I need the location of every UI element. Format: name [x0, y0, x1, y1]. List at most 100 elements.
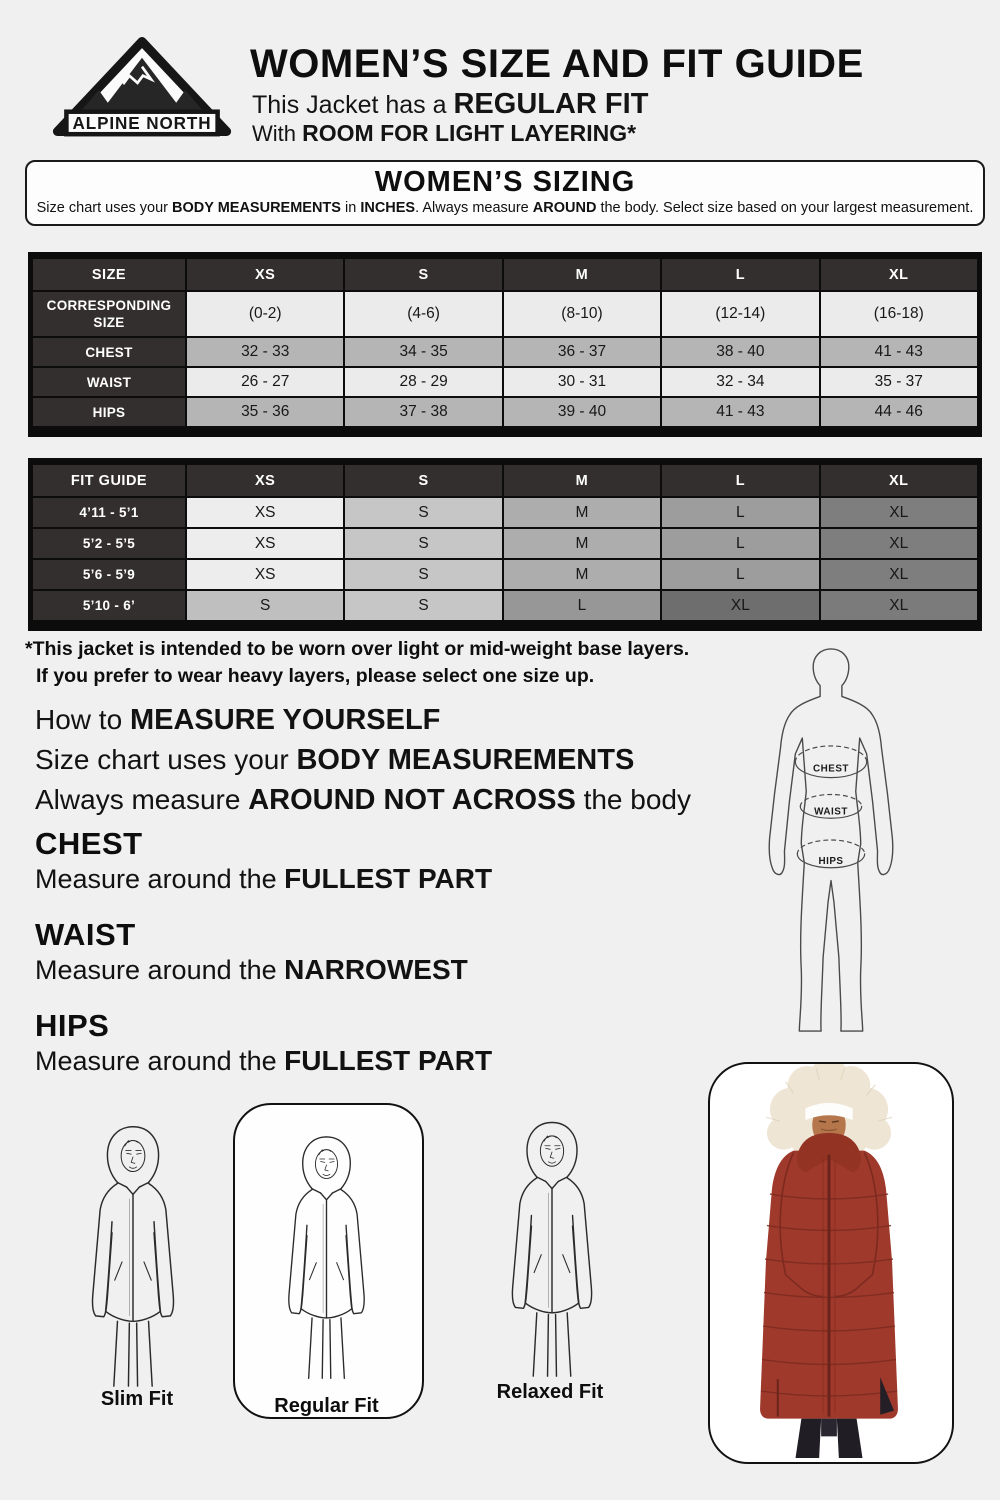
size-table-cell: 35 - 37 — [818, 366, 980, 398]
text-segment: . Always measure — [415, 200, 533, 216]
text-segment: MEASURE YOURSELF — [129, 704, 441, 736]
fit-table-header-cell: FIT GUIDE — [31, 463, 187, 498]
size-table-row: WAIST 26 - 27 28 - 29 30 - 31 32 - 34 35 - 37 — [31, 366, 980, 398]
fit-table-cell: S — [343, 496, 504, 529]
size-table-row: CORRESPONDING SIZE (0-2) (4-6) (8-10) (12-14… — [31, 290, 980, 338]
measure-line-2: Size chart uses your BODY MEASUREMENTS — [35, 740, 691, 780]
fit-table-row: 5’6 - 5’9 XS S M L XL — [31, 558, 980, 591]
size-table-cell: 39 - 40 — [501, 396, 663, 428]
fit-table-cell: XS — [184, 558, 346, 591]
size-table-cell: 34 - 35 — [343, 336, 504, 368]
note-line-2: If you prefer to wear heavy layers, plea… — [36, 665, 595, 687]
text-segment: Measure around the — [35, 864, 285, 894]
text-segment: Measure around the — [35, 955, 285, 985]
text-segment: How to — [35, 704, 130, 735]
size-table-row-label: CHEST — [31, 336, 187, 368]
text-segment: With — [252, 121, 303, 146]
measure-line-1: How to MEASURE YOURSELF — [35, 700, 691, 740]
fit-table-cell: M — [501, 527, 663, 560]
size-table-row: HIPS 35 - 36 37 - 38 39 - 40 41 - 43 44 - 46 — [31, 396, 980, 428]
measure-section-title: HIPS — [35, 1008, 110, 1043]
layering-subtitle: With ROOM FOR LIGHT LAYERING* — [252, 120, 636, 147]
fit-table-row-label: 5’10 - 6’ — [31, 589, 187, 622]
fit-subtitle: This Jacket has a REGULAR FIT — [252, 88, 648, 121]
fit-table-header-cell: L — [660, 463, 821, 498]
size-table-cell: 44 - 46 — [818, 396, 980, 428]
text-segment: BODY MEASUREMENTS — [172, 200, 341, 216]
diagram-hips-label: HIPS — [818, 856, 843, 867]
woman-in-red-puffer-coat-photo — [760, 1064, 898, 1458]
size-table-header-cell: XS — [184, 257, 346, 292]
size-table-cell: 36 - 37 — [501, 336, 663, 368]
measure-section-text: Measure around the NARROWEST — [35, 953, 492, 987]
text-segment: NARROWEST — [284, 954, 468, 985]
size-table-cell: 32 - 33 — [184, 336, 346, 368]
fit-table-cell: XS — [184, 527, 346, 560]
fit-table-cell: XS — [184, 496, 346, 529]
measure-section-title: WAIST — [35, 917, 136, 952]
alpine-north-logo-icon: ALPINE NORTH — [52, 37, 232, 137]
text-segment: FULLEST PART — [284, 863, 493, 894]
fit-table-cell: S — [184, 589, 346, 622]
slim-fit-figure-icon — [64, 1114, 202, 1388]
fit-table-header-cell: XS — [184, 463, 346, 498]
fit-table-row: 5’10 - 6’ S S L XL XL — [31, 589, 980, 622]
text-segment: Always measure — [35, 784, 249, 815]
fit-table-cell: M — [501, 558, 663, 591]
fit-table-row: 4’11 - 5’1 XS S M L XL — [31, 496, 980, 529]
fit-table-cell: XL — [660, 589, 821, 622]
measure-section-hips: HIPS Measure around the FULLEST PART — [35, 1008, 492, 1078]
size-table-row: CHEST 32 - 33 34 - 35 36 - 37 38 - 40 41 - 43 — [31, 336, 980, 368]
fit-table-cell: S — [343, 527, 504, 560]
size-table-cell: 26 - 27 — [184, 366, 346, 398]
size-table-cell: 28 - 29 — [343, 366, 504, 398]
height-fit-guide-table: FIT GUIDE XS S M L XL 4’11 - 5’1 XS S M L XL 5’2 - 5… — [28, 458, 982, 631]
page-title: WOMEN’S SIZE AND FIT GUIDE — [250, 42, 864, 86]
fit-table-row-label: 4’11 - 5’1 — [31, 496, 187, 529]
size-table-cell: (8-10) — [501, 290, 663, 338]
measure-section-waist: WAIST Measure around the NARROWEST — [35, 917, 492, 987]
measure-section-text: Measure around the FULLEST PART — [35, 862, 492, 896]
layering-note: *This jacket is intended to be worn over… — [25, 636, 689, 690]
text-segment: REGULAR FIT — [453, 88, 649, 120]
size-table-cell: (0-2) — [184, 290, 346, 338]
womens-sizing-title: WOMEN’S SIZING — [374, 166, 636, 198]
fit-table-row: 5’2 - 5’5 XS S M L XL — [31, 527, 980, 560]
relaxed-fit-label: Relaxed Fit — [496, 1381, 604, 1403]
fit-table-cell: XL — [818, 496, 980, 529]
fit-table-cell: S — [343, 558, 504, 591]
body-measurement-diagram-icon: CHEST WAIST HIPS — [768, 648, 894, 1032]
size-table-cell: 35 - 36 — [184, 396, 346, 428]
note-line-1: *This jacket is intended to be worn over… — [25, 638, 690, 660]
fit-table-row-label: 5’6 - 5’9 — [31, 558, 187, 591]
text-segment: This Jacket has a — [252, 91, 454, 119]
regular-fit-figure-icon — [250, 1125, 403, 1380]
regular-fit-highlight-box: Regular Fit — [233, 1103, 424, 1419]
fit-table-cell: L — [660, 527, 821, 560]
size-table-header-cell: S — [343, 257, 504, 292]
size-measurements-table: SIZE XS S M L XL CORRESPONDING SIZE (0-2) (4-6)(… — [28, 252, 982, 437]
size-table-cell: 41 - 43 — [660, 396, 821, 428]
diagram-chest-label: CHEST — [813, 764, 849, 775]
text-segment: FULLEST PART — [284, 1045, 493, 1076]
fit-table-header-cell: M — [501, 463, 663, 498]
slim-fit-label: Slim Fit — [100, 1388, 174, 1410]
fit-table-cell: L — [660, 558, 821, 591]
relaxed-fit-figure-icon — [468, 1110, 636, 1378]
fit-table-header-cell: S — [343, 463, 504, 498]
fit-table-header-row: FIT GUIDE XS S M L XL — [31, 463, 980, 498]
size-table-row-label: HIPS — [31, 396, 187, 428]
sizing-description: Size chart uses your BODY MEASUREMENTS i… — [27, 200, 983, 216]
fit-table-cell: S — [343, 589, 504, 622]
fit-table-row-label: 5’2 - 5’5 — [31, 527, 187, 560]
womens-sizing-banner: WOMEN’S SIZING Size chart uses your BODY… — [25, 160, 985, 226]
fit-table-cell: L — [660, 496, 821, 529]
size-table-header-cell: L — [660, 257, 821, 292]
size-table-cell: 30 - 31 — [501, 366, 663, 398]
measurement-instructions: CHEST Measure around the FULLEST PART WAIS… — [35, 826, 492, 1099]
size-table-cell: 37 - 38 — [343, 396, 504, 428]
fit-table-header-cell: XL — [818, 463, 980, 498]
how-to-measure-text: How to MEASURE YOURSELF Size chart uses … — [35, 700, 691, 820]
size-table-cell: (12-14) — [660, 290, 821, 338]
fit-table-cell: XL — [818, 558, 980, 591]
